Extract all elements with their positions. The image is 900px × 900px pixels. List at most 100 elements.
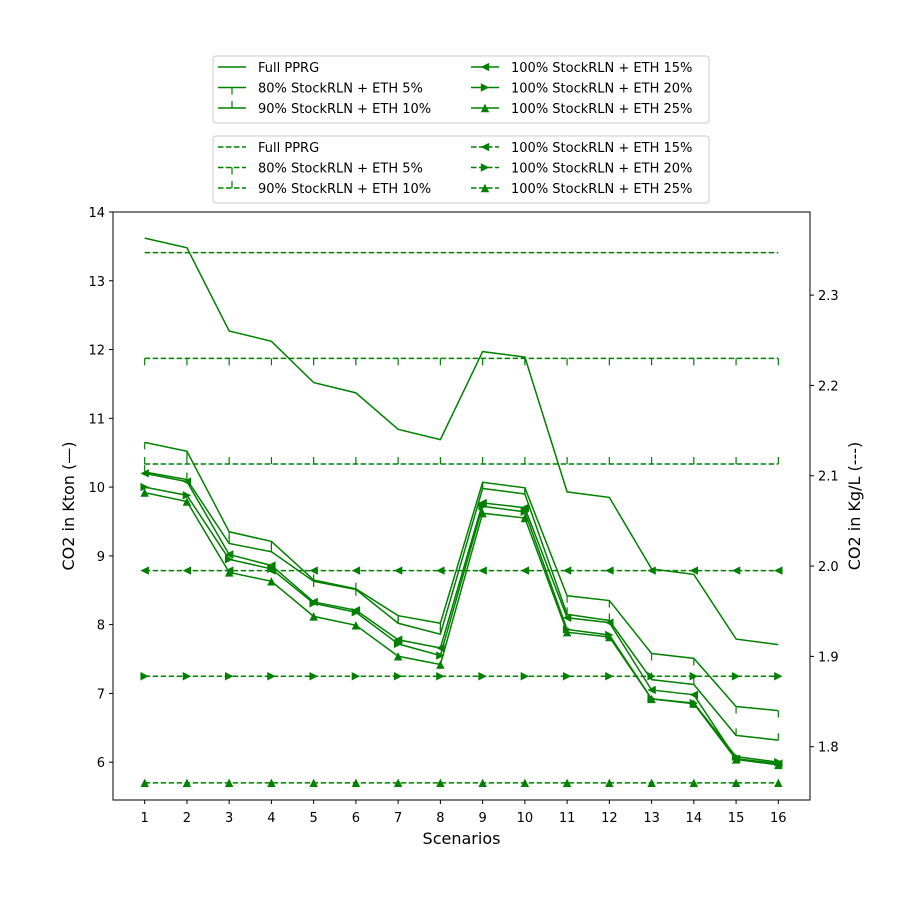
legend-label: 100% StockRLN + ETH 20% <box>511 82 692 97</box>
data-point <box>774 760 783 770</box>
legend-label: 100% StockRLN + ETH 15% <box>511 141 692 156</box>
y-left-tick-label: 14 <box>88 206 105 221</box>
data-point <box>478 566 487 575</box>
legend-label: 80% StockRLN + ETH 5% <box>258 162 423 177</box>
data-point <box>140 482 149 492</box>
legend-label: 80% StockRLN + ETH 5% <box>258 82 423 97</box>
legend-marker <box>480 62 490 72</box>
data-point <box>393 652 403 661</box>
series-line <box>144 486 779 763</box>
legend-label: Full PPRG <box>258 61 319 76</box>
data-point <box>140 469 149 478</box>
legend-label: 100% StockRLN + ETH 15% <box>511 61 692 76</box>
series-line <box>144 237 779 646</box>
x-tick-label: 4 <box>267 811 275 826</box>
series-dashed-100-stockrln-eth-20 <box>140 672 783 681</box>
data-point <box>224 568 234 577</box>
y-left-tick-label: 12 <box>88 344 105 359</box>
legend-marker <box>480 183 490 193</box>
series-dashed-100-stockrln-eth-25 <box>140 778 783 788</box>
data-point <box>647 694 656 704</box>
data-point <box>436 651 445 660</box>
x-tick-label: 6 <box>352 811 360 826</box>
x-tick-label: 1 <box>141 811 149 826</box>
y-left-tick-label: 7 <box>97 687 105 702</box>
legend-label: 90% StockRLN + ETH 10% <box>258 102 431 117</box>
legend-marker <box>480 103 490 113</box>
data-point <box>647 685 656 695</box>
x-tick-label: 13 <box>643 811 660 826</box>
series-solid-100-stockrln-eth-15 <box>140 469 783 768</box>
legend-box <box>212 55 710 124</box>
data-point <box>478 672 487 681</box>
data-point <box>436 660 445 669</box>
data-point <box>562 778 572 788</box>
x-tick-label: 12 <box>601 811 618 826</box>
legend-label: Full PPRG <box>258 141 319 156</box>
data-point <box>436 566 445 575</box>
x-tick-label: 2 <box>183 811 191 826</box>
data-point <box>774 778 783 788</box>
data-point <box>393 639 403 649</box>
data-point <box>351 608 361 617</box>
y-axis-left-label: CO2 in Kton (—) <box>59 442 78 571</box>
data-point <box>689 699 699 708</box>
data-point <box>393 778 403 788</box>
data-point <box>351 566 361 575</box>
y-left-tick-label: 9 <box>97 550 105 565</box>
x-tick-label: 10 <box>517 811 534 826</box>
y-axis-right-label: CO2 in Kg/L (---) <box>845 442 864 571</box>
x-tick-label: 16 <box>770 811 787 826</box>
legend-item: 100% StockRLN + ETH 15% <box>471 61 692 76</box>
data-point <box>520 566 530 575</box>
data-point <box>267 561 276 570</box>
y-left-tick-label: 8 <box>97 619 105 634</box>
x-tick-label: 8 <box>436 811 444 826</box>
series-line <box>144 471 779 741</box>
data-point <box>647 778 656 788</box>
legend-item: 80% StockRLN + ETH 5% <box>218 82 423 97</box>
legend-label: 100% StockRLN + ETH 20% <box>511 162 692 177</box>
legend-label: 100% StockRLN + ETH 25% <box>511 182 692 197</box>
data-point <box>562 566 572 575</box>
data-point <box>731 755 741 764</box>
legend-marker <box>480 163 490 172</box>
data-point <box>436 672 445 681</box>
legend-item: Full PPRG <box>218 141 319 156</box>
legend-marker <box>480 83 490 92</box>
data-point <box>689 566 699 575</box>
data-point <box>731 778 741 788</box>
data-point <box>309 599 318 608</box>
x-tick-label: 15 <box>728 811 745 826</box>
data-point <box>689 778 699 788</box>
data-point <box>436 778 445 788</box>
legend-item: 80% StockRLN + ETH 5% <box>218 162 423 177</box>
data-point <box>224 555 234 564</box>
data-point <box>605 618 614 627</box>
plot-series-group <box>140 237 783 788</box>
data-point <box>140 778 149 788</box>
data-point <box>182 672 192 681</box>
legend-solid: Full PPRG 80% StockRLN + ETH 5% 90% StockR… <box>212 55 710 124</box>
y-axis-left: 6 7 8 9 10 11 12 13 14 <box>88 206 113 771</box>
legend-item: 100% StockRLN + ETH 25% <box>471 182 692 197</box>
legend-item: Full PPRG <box>218 61 319 76</box>
data-point <box>267 577 276 586</box>
series-dashed-90-stockrln-eth-10 <box>144 457 779 465</box>
data-point <box>182 778 192 788</box>
series-solid-100-stockrln-eth-20 <box>140 482 783 767</box>
data-point <box>605 778 614 788</box>
data-point <box>267 672 276 681</box>
y-right-tick-label: 2.0 <box>818 560 839 575</box>
data-point <box>351 672 361 681</box>
data-point <box>393 635 403 644</box>
data-point <box>140 566 149 575</box>
series-line <box>144 441 779 712</box>
data-point <box>182 477 192 486</box>
data-point <box>478 509 487 518</box>
data-point <box>731 566 741 575</box>
series-line <box>144 472 779 765</box>
data-point <box>562 672 572 681</box>
legend-dashed: Full PPRG 80% StockRLN + ETH 5% 90% StockR… <box>212 135 710 204</box>
